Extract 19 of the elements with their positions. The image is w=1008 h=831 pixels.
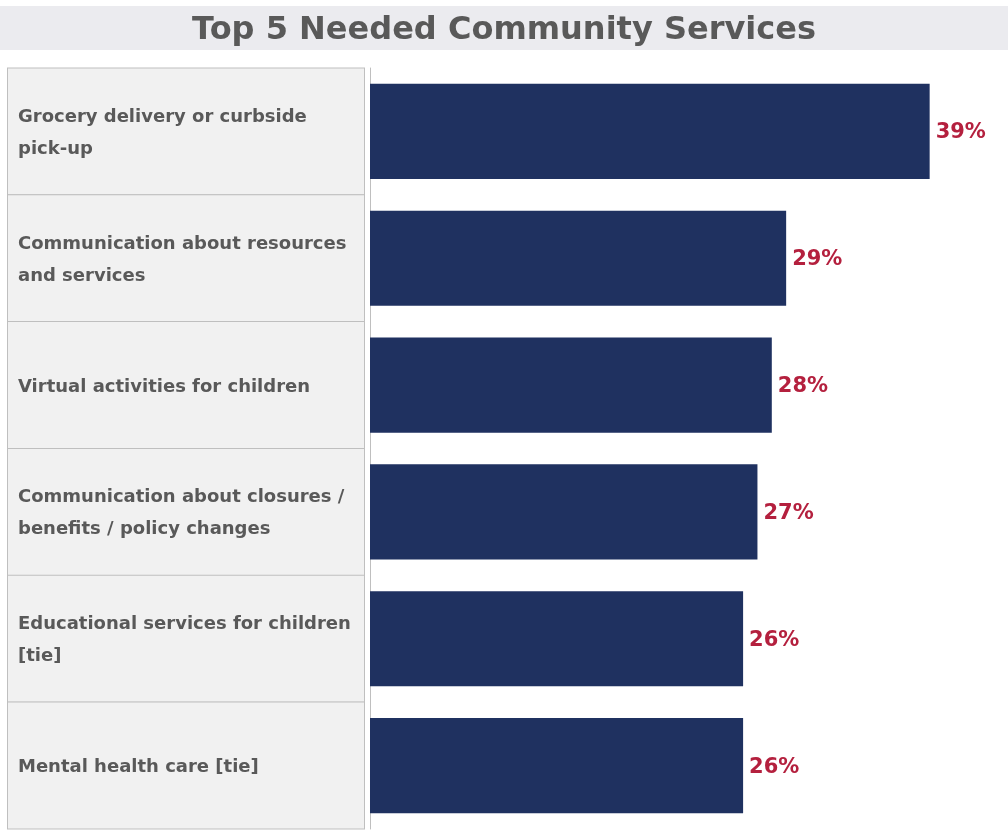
y-tick-label: Communication about closures / benefits / policy changes bbox=[18, 485, 351, 539]
y-tick-label: Educational services for children [tie] bbox=[18, 612, 358, 666]
chart-title: Top 5 Needed Community Services bbox=[192, 9, 816, 47]
bar bbox=[370, 591, 744, 687]
bar bbox=[370, 337, 772, 433]
y-tick-label: Mental health care [tie] bbox=[18, 755, 259, 777]
y-tick-label: Grocery delivery or curbside pick-up bbox=[18, 104, 314, 158]
data-label: 29% bbox=[792, 246, 843, 271]
data-label: 26% bbox=[749, 626, 800, 651]
bar bbox=[370, 464, 758, 560]
data-label: 26% bbox=[749, 753, 800, 778]
bar bbox=[370, 210, 787, 306]
y-tick-label: Communication about resources and services bbox=[18, 231, 353, 285]
bar bbox=[370, 718, 744, 814]
bar bbox=[370, 83, 930, 179]
data-label: 39% bbox=[935, 119, 986, 144]
data-label: 28% bbox=[777, 373, 829, 398]
y-tick-label: Virtual activities for children bbox=[18, 374, 311, 396]
data-label: 27% bbox=[763, 499, 814, 524]
